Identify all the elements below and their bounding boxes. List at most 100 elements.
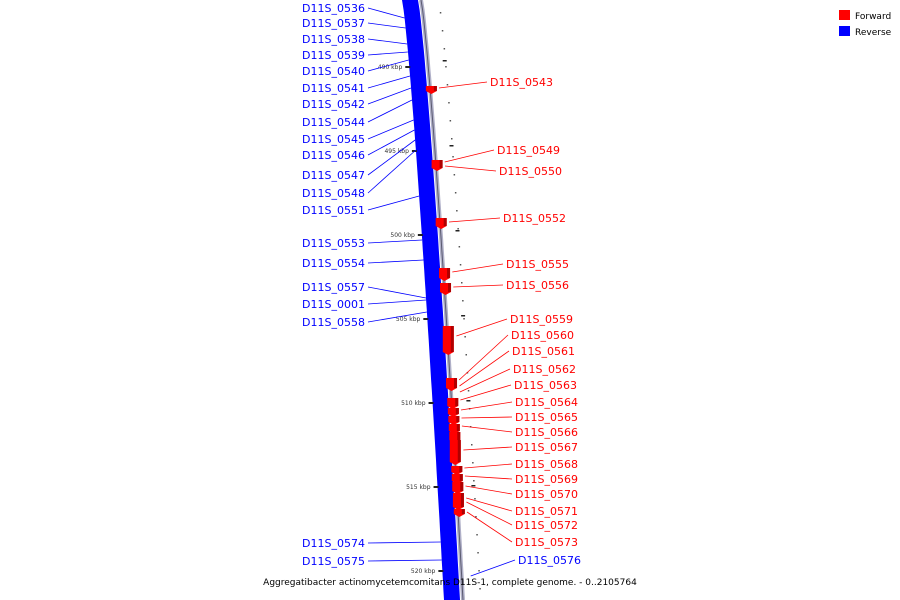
feature-shade [457, 440, 461, 462]
track-dot [476, 534, 478, 536]
track-dot [477, 552, 479, 554]
forward-gene-label[interactable]: D11S_0549 [497, 144, 560, 157]
label-leaders [367, 7, 516, 577]
feature-shade [459, 474, 463, 481]
track-dot [474, 498, 476, 500]
reverse-gene-label[interactable]: D11S_0540 [302, 65, 365, 78]
tick-mark [438, 570, 444, 572]
reverse-gene-label[interactable]: D11S_0536 [302, 2, 365, 15]
forward-gene-label[interactable]: D11S_0555 [506, 258, 569, 271]
reverse-gene-label[interactable]: D11S_0558 [302, 316, 365, 329]
forward-gene-label[interactable]: D11S_0561 [512, 345, 575, 358]
forward-gene-label[interactable]: D11S_0559 [510, 313, 573, 326]
track-dot [454, 192, 457, 194]
tick-label: 515 kbp [406, 484, 431, 491]
outer-tick [466, 400, 471, 402]
reverse-leader-line [367, 259, 424, 264]
legend: Forward Reverse [839, 10, 892, 38]
forward-gene-label[interactable]: D11S_0571 [515, 505, 578, 518]
track-dot [475, 516, 477, 518]
forward-gene-label[interactable]: D11S_0564 [515, 396, 578, 409]
outer-tick [442, 60, 447, 62]
reverse-leader-line [367, 7, 405, 19]
forward-gene-label[interactable]: D11S_0572 [515, 519, 578, 532]
tick-mark [423, 318, 429, 320]
feature-shade [448, 283, 452, 292]
forward-gene-label[interactable]: D11S_0565 [515, 411, 578, 424]
reverse-gene-label[interactable]: D11S_0545 [302, 133, 365, 146]
tick-label: 520 kbp [411, 568, 436, 575]
track-dot [449, 120, 452, 122]
reverse-gene-label[interactable]: D11S_0544 [302, 116, 365, 129]
forward-gene-label[interactable]: D11S_0563 [514, 379, 577, 392]
reverse-gene-label[interactable]: D11S_0575 [302, 555, 365, 568]
tick-label: 500 kbp [390, 232, 415, 239]
legend-reverse-label: Reverse [855, 28, 892, 38]
reverse-leader-line [367, 311, 427, 323]
reverse-gene-label[interactable]: D11S_0542 [302, 98, 365, 111]
forward-leader-line [444, 149, 495, 163]
feature-shade [461, 509, 465, 514]
track-dot [473, 480, 475, 482]
track-dot [467, 390, 470, 392]
reverse-leader-line [367, 139, 416, 176]
reverse-leader-line [367, 38, 408, 45]
reverse-gene-label[interactable]: D11S_0557 [302, 281, 365, 294]
feature-shade [455, 398, 459, 406]
forward-gene-label[interactable]: D11S_0576 [518, 554, 581, 567]
reverse-gene-label[interactable]: D11S_0538 [302, 33, 365, 46]
reverse-gene-label[interactable]: D11S_0554 [302, 257, 365, 270]
reverse-gene-label[interactable]: D11S_0539 [302, 49, 365, 62]
forward-leader-line [461, 416, 513, 419]
feature-shade [433, 86, 437, 91]
feature-shade [454, 378, 458, 388]
forward-gene-label[interactable]: D11S_0567 [515, 441, 578, 454]
reverse-leader-line [367, 559, 442, 562]
forward-leader-line [458, 334, 509, 381]
reverse-gene-label[interactable]: D11S_0546 [302, 149, 365, 162]
forward-gene-label[interactable]: D11S_0573 [515, 536, 578, 549]
reverse-gene-label[interactable]: D11S_0547 [302, 169, 365, 182]
reverse-leader-line [367, 149, 417, 194]
reverse-gene-label[interactable]: D11S_0551 [302, 204, 365, 217]
reverse-leader-line [367, 75, 411, 89]
track-dot [456, 210, 458, 212]
forward-gene-label[interactable]: D11S_0560 [511, 329, 574, 342]
forward-leader-line [452, 263, 504, 273]
tick-label: 490 kbp [378, 64, 403, 71]
feature-shade [459, 466, 463, 472]
track-dot [439, 12, 442, 14]
forward-gene-label[interactable]: D11S_0552 [503, 212, 566, 225]
legend-reverse-swatch [839, 26, 850, 36]
reverse-gene-label[interactable]: D11S_0553 [302, 237, 365, 250]
reverse-gene-label[interactable]: D11S_0548 [302, 187, 365, 200]
reverse-gene-label[interactable]: D11S_0001 [302, 298, 365, 311]
forward-gene-label[interactable]: D11S_0568 [515, 458, 578, 471]
forward-gene-label[interactable]: D11S_0550 [499, 165, 562, 178]
feature-shade [450, 326, 454, 352]
forward-leader-line [460, 401, 513, 411]
tick-label: 505 kbp [396, 316, 421, 323]
reverse-gene-label[interactable]: D11S_0537 [302, 17, 365, 30]
reverse-gene-label[interactable]: D11S_0541 [302, 82, 365, 95]
forward-gene-label[interactable]: D11S_0566 [515, 426, 578, 439]
track-dot [457, 228, 459, 230]
track-dot [448, 102, 450, 104]
legend-forward-swatch [839, 10, 850, 20]
feature-shade [447, 268, 451, 278]
feature-shade [439, 160, 443, 168]
track-dot [458, 246, 461, 248]
track-dot [461, 282, 463, 284]
track-dot [479, 588, 481, 590]
tick-mark [428, 402, 434, 404]
reverse-leader-line [367, 286, 427, 299]
forward-gene-label[interactable]: D11S_0569 [515, 473, 578, 486]
reverse-leader-line [367, 87, 412, 105]
forward-gene-label[interactable]: D11S_0543 [490, 76, 553, 89]
forward-gene-label[interactable]: D11S_0570 [515, 488, 578, 501]
reverse-gene-label[interactable]: D11S_0574 [302, 537, 365, 550]
forward-gene-label[interactable]: D11S_0562 [513, 363, 576, 376]
track-dot [441, 30, 444, 32]
track-dot [463, 318, 465, 320]
forward-gene-label[interactable]: D11S_0556 [506, 279, 569, 292]
